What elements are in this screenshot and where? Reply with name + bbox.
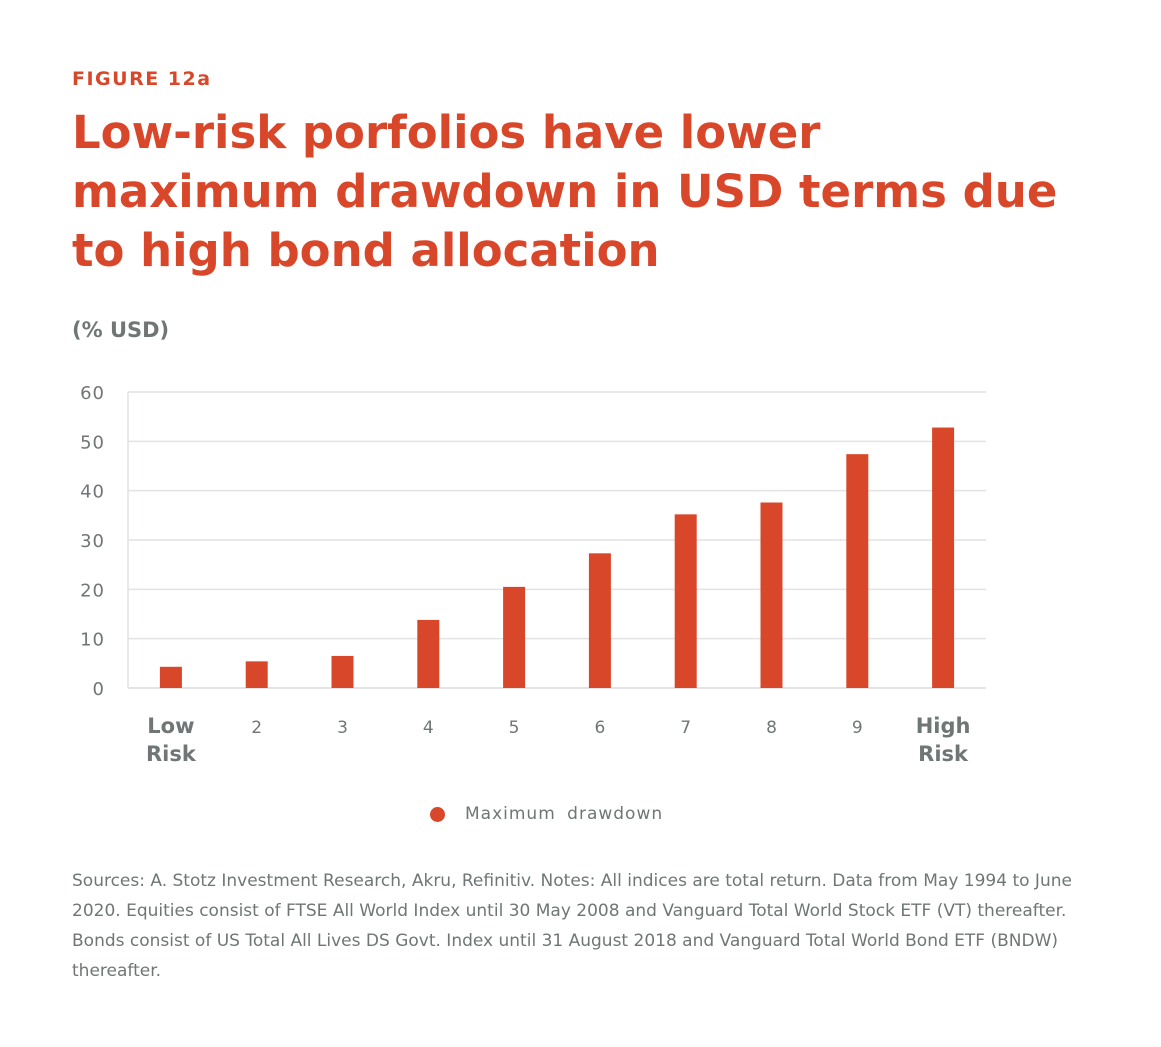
bar <box>245 661 268 688</box>
y-tick-label: 10 <box>80 630 105 651</box>
bar <box>588 553 611 688</box>
legend-marker <box>430 806 445 822</box>
bar <box>159 666 182 688</box>
x-tick-label: Risk <box>918 742 969 766</box>
figure-label: FIGURE 12a <box>72 68 212 90</box>
chart-title: Low-risk porfolios have lower maximum dr… <box>72 106 1058 277</box>
x-tick-label: Risk <box>146 742 197 766</box>
y-axis-ticks: 0 10 20 30 40 50 60 <box>80 383 105 700</box>
bar <box>503 586 526 688</box>
bar <box>417 619 440 688</box>
y-tick-label: 20 <box>80 580 105 601</box>
gridlines <box>127 391 986 689</box>
y-tick-label: 40 <box>80 482 105 503</box>
source-notes: Sources: A. Stotz Investment Research, A… <box>72 871 1072 981</box>
x-tick-label: 2 <box>251 718 262 738</box>
x-tick-label: 9 <box>852 718 863 738</box>
y-tick-label: 0 <box>93 679 105 700</box>
x-tick-label: High <box>916 714 971 738</box>
y-tick-label: 60 <box>80 383 105 404</box>
x-axis-ticks: Low Risk 2 3 4 5 6 7 8 9 High Risk <box>146 714 971 766</box>
x-tick-label: 7 <box>680 718 691 738</box>
bar-chart: 0 10 20 30 40 50 60 Low Risk 2 3 4 5 6 7 8 9 High Risk <box>80 383 986 766</box>
y-tick-label: 30 <box>80 531 105 552</box>
x-tick-label: 8 <box>766 718 777 738</box>
bar <box>674 514 697 688</box>
legend: Maximum drawdown <box>430 804 663 824</box>
bars <box>159 427 955 688</box>
bar <box>331 655 354 688</box>
x-tick-label: 4 <box>423 718 434 738</box>
x-tick-label: Low <box>147 714 194 738</box>
bar <box>760 502 783 688</box>
y-tick-label: 50 <box>80 432 105 453</box>
x-tick-label: 5 <box>509 718 520 738</box>
bar <box>932 427 955 688</box>
y-axis-unit-label: (% USD) <box>72 318 170 342</box>
bar <box>846 454 869 688</box>
x-tick-label: 3 <box>337 718 348 738</box>
legend-label: Maximum drawdown <box>465 804 664 824</box>
x-tick-label: 6 <box>594 718 605 738</box>
